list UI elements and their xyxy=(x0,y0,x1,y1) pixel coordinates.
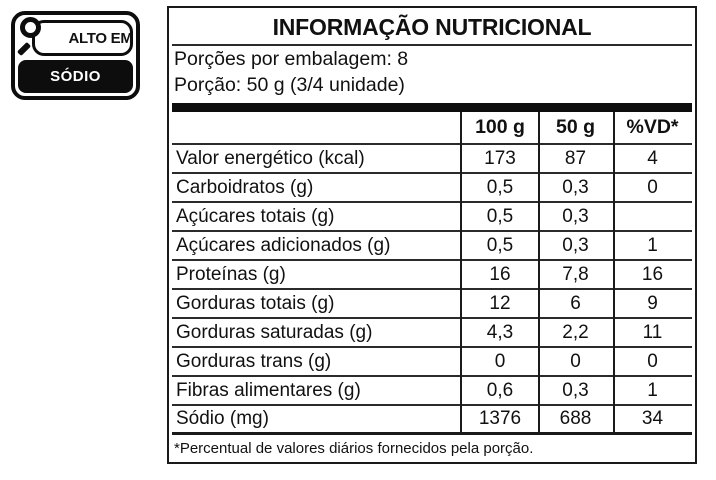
row-label: Proteínas (g) xyxy=(176,263,286,285)
value-100g: 0 xyxy=(494,350,506,372)
value-vd: 0 xyxy=(647,176,658,198)
table-title: INFORMAÇÃO NUTRICIONAL xyxy=(272,14,592,40)
value-vd: 1 xyxy=(647,379,658,401)
table-row-added-sugars: Açúcares adicionados (g) 0,5 0,3 1 xyxy=(172,232,692,261)
title-divider xyxy=(172,44,692,46)
row-label: Açúcares totais (g) xyxy=(176,205,335,227)
value-50g: 0,3 xyxy=(562,176,589,198)
magnifier-lens-frame: ALTO EM xyxy=(32,20,133,56)
badge-nutrient-label: SÓDIO xyxy=(50,68,101,85)
badge-alto-em-label: ALTO EM xyxy=(68,29,133,47)
servings-per-package-text: Porções por embalagem: 8 xyxy=(174,48,409,70)
value-50g: 0,3 xyxy=(562,234,589,256)
daily-values-footnote: *Percentual de valores diários fornecido… xyxy=(174,440,534,457)
value-100g: 4,3 xyxy=(486,321,514,343)
nutrition-facts-table: INFORMAÇÃO NUTRICIONAL Porções por embal… xyxy=(167,6,697,464)
header-50g: 50 g xyxy=(555,116,596,138)
row-label: Gorduras totais (g) xyxy=(176,292,335,314)
value-vd: 4 xyxy=(647,147,658,169)
table-row-saturated-fats: Gorduras saturadas (g) 4,3 2,2 11 xyxy=(172,319,692,348)
row-label: Gorduras saturadas (g) xyxy=(176,321,373,343)
column-divider xyxy=(613,112,615,435)
value-vd: 16 xyxy=(641,263,664,285)
value-vd: 0 xyxy=(647,350,658,372)
thick-divider-bar xyxy=(172,103,692,112)
header-100g: 100 g xyxy=(475,116,525,138)
value-vd: 9 xyxy=(647,292,658,314)
value-50g: 0,3 xyxy=(562,379,589,401)
value-50g: 6 xyxy=(570,292,581,314)
value-50g: 0,3 xyxy=(562,205,589,227)
badge-magnifier-section: ALTO EM xyxy=(16,17,133,57)
high-sodium-warning-badge: ALTO EM SÓDIO xyxy=(11,11,140,100)
value-100g: 0,5 xyxy=(486,176,514,198)
value-100g: 0,5 xyxy=(486,234,514,256)
row-label: Açúcares adicionados (g) xyxy=(176,234,391,256)
value-50g: 2,2 xyxy=(562,321,589,343)
serving-size-text: Porção: 50 g (3/4 unidade) xyxy=(174,74,405,96)
value-100g: 12 xyxy=(489,292,511,314)
value-50g: 688 xyxy=(559,408,592,429)
table-row-sodium: Sódio (mg) 1376 688 34 xyxy=(172,406,692,435)
header-vd: %VD* xyxy=(626,116,679,138)
badge-nutrient-pill: SÓDIO xyxy=(18,60,133,93)
row-label: Valor energético (kcal) xyxy=(176,147,365,169)
row-label: Fibras alimentares (g) xyxy=(176,379,361,401)
table-row-proteins: Proteínas (g) 16 7,8 16 xyxy=(172,261,692,290)
table-row-energy: Valor energético (kcal) 173 87 4 xyxy=(172,145,692,174)
value-100g: 16 xyxy=(489,263,511,285)
row-label: Sódio (mg) xyxy=(176,408,269,429)
magnifier-handle-icon xyxy=(16,41,32,57)
value-100g: 0,5 xyxy=(486,205,514,227)
value-vd: 1 xyxy=(647,234,658,256)
table-grid: 100 g 50 g %VD* Valor energético (kcal) … xyxy=(172,112,692,435)
value-50g: 0 xyxy=(570,350,581,372)
table-row-total-fats: Gorduras totais (g) 12 6 9 xyxy=(172,290,692,319)
column-divider xyxy=(538,112,540,435)
row-label: Carboidratos (g) xyxy=(176,176,314,198)
table-row-carbs: Carboidratos (g) 0,5 0,3 0 xyxy=(172,174,692,203)
column-divider xyxy=(460,112,462,435)
magnifier-icon xyxy=(20,17,41,38)
value-vd: 34 xyxy=(641,408,664,429)
value-vd: 11 xyxy=(642,321,663,343)
value-100g: 173 xyxy=(484,147,516,169)
table-row-fiber: Fibras alimentares (g) 0,6 0,3 1 xyxy=(172,377,692,406)
row-label: Gorduras trans (g) xyxy=(176,350,332,372)
table-header-row: 100 g 50 g %VD* xyxy=(172,112,692,145)
value-100g: 1376 xyxy=(478,408,522,429)
table-row-total-sugars: Açúcares totais (g) 0,5 0,3 xyxy=(172,203,692,232)
value-50g: 87 xyxy=(564,147,587,169)
table-row-trans-fats: Gorduras trans (g) 0 0 0 xyxy=(172,348,692,377)
value-100g: 0,6 xyxy=(486,379,514,401)
value-50g: 7,8 xyxy=(562,263,589,285)
